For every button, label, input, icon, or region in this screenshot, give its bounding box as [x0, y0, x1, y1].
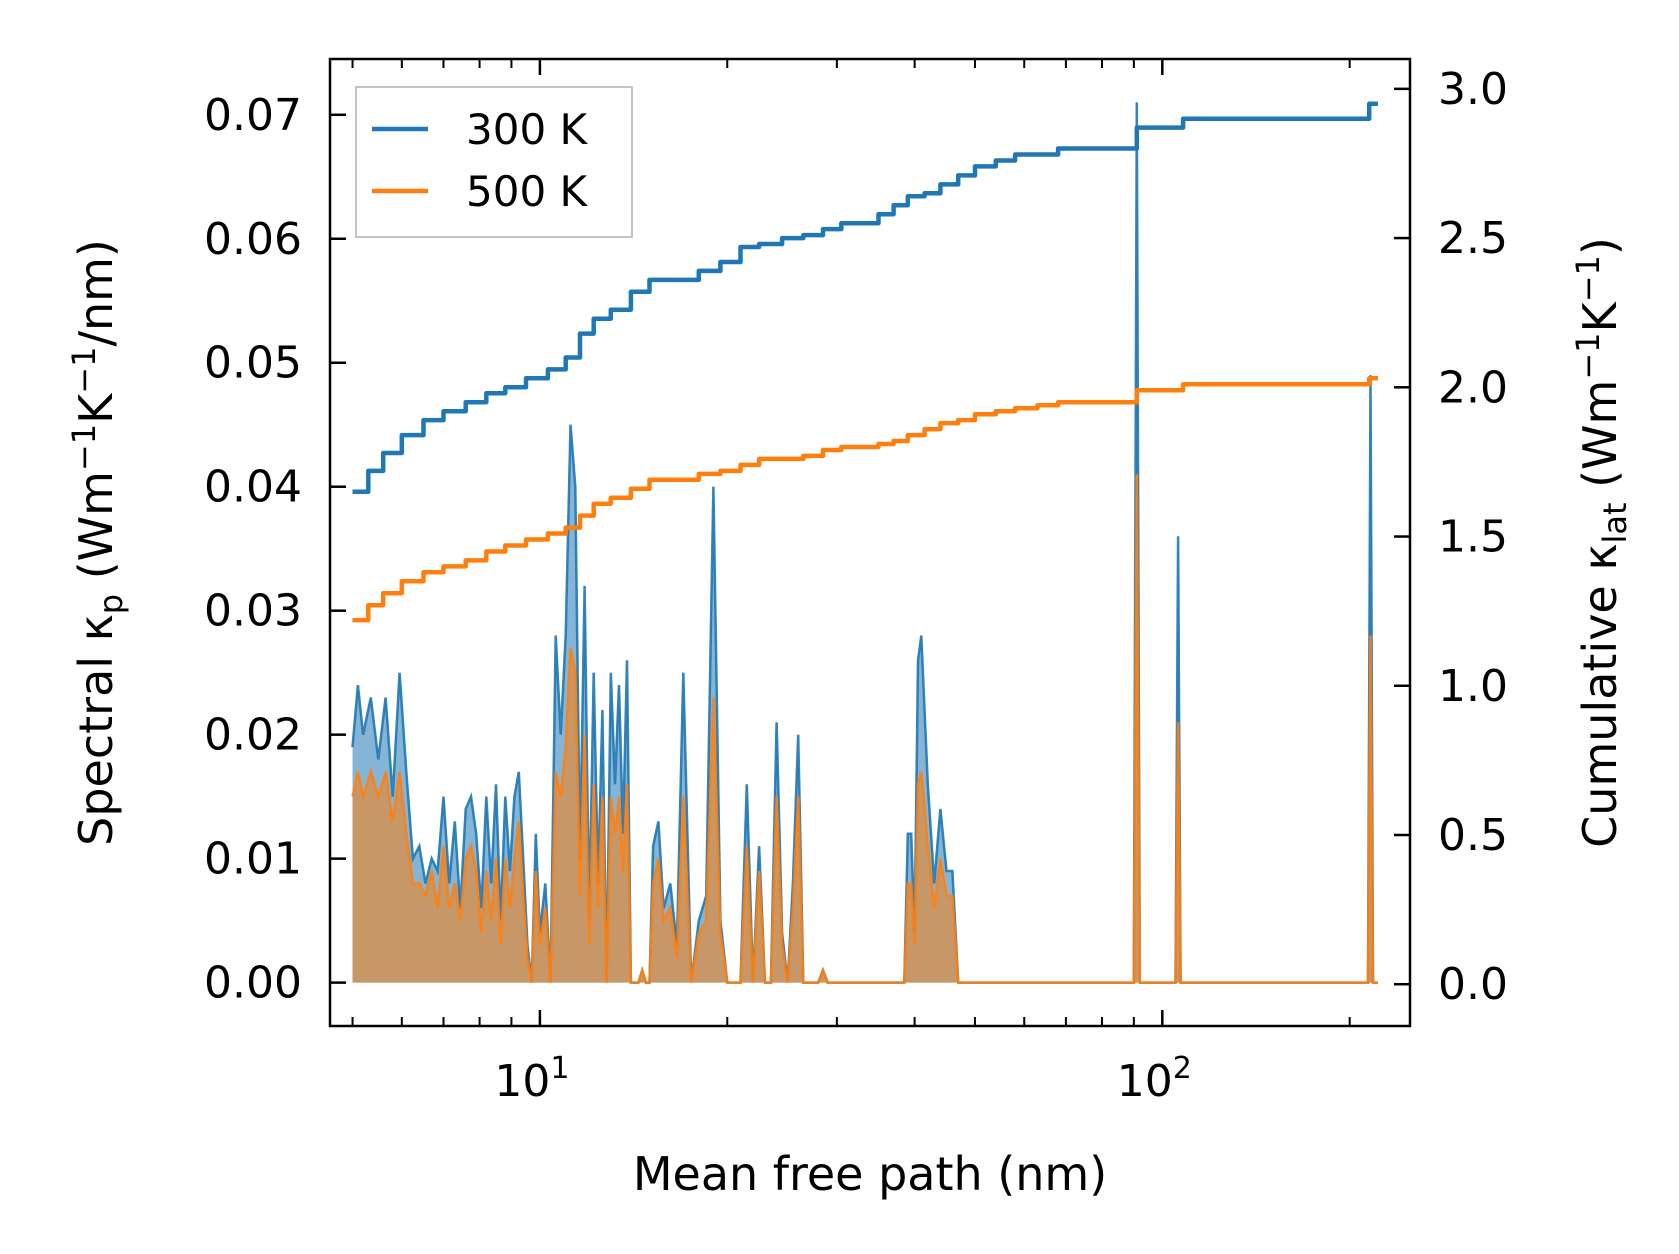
x-tick-label-exp: 1 [550, 1051, 569, 1086]
spectral-area-500k [352, 474, 1378, 983]
y-left-tick-label: 0.04 [204, 462, 302, 513]
x-tick-label-base: 10 [1117, 1056, 1173, 1107]
y-right-title-exp1: −1 [1569, 332, 1607, 379]
y-right-title-units-pre: (Wm [1573, 380, 1627, 503]
y-right-axis-title: Cumulative κlat (Wm−1K−1) [1569, 237, 1634, 848]
spectral-line-500k [351, 474, 1378, 984]
y-left-title-main: Spectral κ [69, 614, 123, 846]
y-left-tick-label: 0.05 [204, 338, 302, 389]
y-right-title-units-mid: K [1573, 300, 1627, 332]
y-left-tick-label: 0.01 [204, 834, 302, 885]
x-major-ticks: 101 102 [494, 59, 1192, 1107]
y-left-title-units-mid: K [69, 392, 123, 424]
y-right-tick-label: 3.0 [1438, 64, 1508, 115]
legend-label-500k: 500 K [466, 167, 589, 216]
y-left-title-exp1: −1 [65, 424, 103, 471]
y-right-tick-label: 2.5 [1438, 213, 1508, 264]
y-right-tick-label: 1.0 [1438, 661, 1508, 712]
y-right-tick-label: 1.5 [1438, 512, 1508, 563]
y-left-ticks: 0.00 0.01 0.02 0.03 0.04 0.05 0.06 0.07 [204, 90, 346, 1009]
y-left-title-sub: p [92, 594, 130, 614]
x-tick-label-exp: 2 [1173, 1051, 1192, 1086]
legend-box [355, 86, 633, 238]
x-minor-ticks [351, 59, 1351, 1026]
cumulative-line-300k [352, 101, 1378, 495]
y-right-tick-label: 2.0 [1438, 362, 1508, 413]
y-left-axis-title: Spectral κp (Wm−1K−1/nm) [65, 239, 130, 846]
y-left-tick-label: 0.06 [204, 214, 302, 265]
legend: 300 K 500 K [355, 86, 633, 238]
x-tick-label: 102 [1117, 1051, 1192, 1107]
plot-frame [328, 57, 1412, 1028]
y-right-title-main: Cumulative κ [1573, 544, 1627, 848]
y-left-tick-label: 0.02 [204, 710, 302, 761]
x-tick-label: 101 [494, 1051, 569, 1107]
y-right-title-exp2: −1 [1569, 255, 1607, 302]
x-axis-title: Mean free path (nm) [633, 1147, 1107, 1201]
plot-area [351, 101, 1378, 984]
cumulative-line-500k [352, 376, 1378, 623]
y-left-title-units-pre: (Wm [69, 471, 123, 594]
y-right-title-sub: lat [1596, 503, 1634, 544]
y-left-tick-label: 0.03 [204, 586, 302, 637]
y-right-tick-label: 0.0 [1438, 959, 1508, 1010]
y-left-title-units-post: /nm) [69, 239, 123, 346]
y-right-tick-label: 0.5 [1438, 810, 1508, 861]
y-left-tick-label: 0.07 [204, 90, 302, 141]
y-right-ticks: 0.0 0.5 1.0 1.5 2.0 2.5 3.0 [1394, 64, 1508, 1010]
legend-label-300k: 300 K [466, 105, 589, 154]
y-left-title-exp2: −1 [65, 347, 103, 394]
y-left-tick-label: 0.00 [204, 958, 302, 1009]
x-tick-label-base: 10 [494, 1056, 550, 1107]
y-right-title-units-post: ) [1573, 237, 1627, 255]
